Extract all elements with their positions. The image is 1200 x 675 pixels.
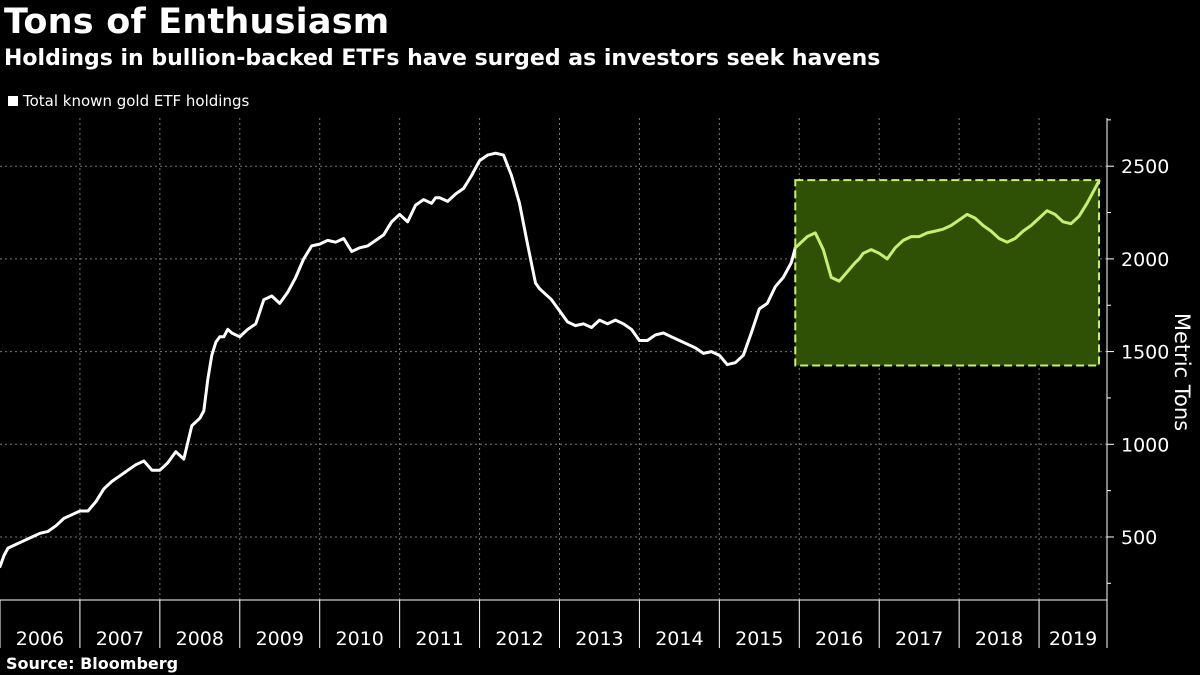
x-tick-label: 2011 — [415, 628, 463, 650]
chart-title: Tons of Enthusiasm — [4, 2, 390, 42]
highlight-region-group — [794, 179, 1101, 367]
series-group — [0, 151, 1101, 569]
x-tick-label: 2015 — [735, 628, 783, 650]
x-tick-label: 2016 — [815, 628, 863, 650]
y-tick-label: 500 — [1121, 527, 1157, 549]
x-tick-label: 2010 — [335, 628, 383, 650]
y-axis: 500 1000 1500 2000 2500 — [1106, 118, 1169, 600]
series-line-gold-etf-holdings — [0, 151, 797, 569]
x-tick-label: 2014 — [655, 628, 703, 650]
x-tick-label: 2012 — [495, 628, 543, 650]
x-axis: 2006 2007 2008 2009 2010 2011 2012 2013 2014 2015… — [0, 599, 1108, 650]
x-tick-label: 2008 — [176, 628, 224, 650]
series-line-gold-etf-holdings-highlighted — [793, 179, 1101, 283]
x-tick-label: 2007 — [96, 628, 144, 650]
y-tick-label: 1000 — [1121, 434, 1169, 456]
x-tick-label: 2013 — [575, 628, 623, 650]
chart-subtitle: Holdings in bullion-backed ETFs have sur… — [4, 46, 881, 71]
x-tick-label: 2006 — [16, 628, 64, 650]
y-tick-label: 1500 — [1121, 342, 1169, 364]
x-tick-label: 2009 — [256, 628, 304, 650]
y-tick-label: 2500 — [1121, 156, 1169, 178]
source-note: Source: Bloomberg — [6, 654, 179, 673]
y-tick-label: 2000 — [1121, 249, 1169, 271]
y-axis-label: Metric Tons — [1170, 313, 1194, 431]
highlight-region — [794, 179, 1101, 367]
x-tick-label: 2017 — [895, 628, 943, 650]
x-tick-label: 2018 — [975, 628, 1023, 650]
legend-label: Total known gold ETF holdings — [23, 92, 250, 110]
legend: Total known gold ETF holdings — [8, 92, 249, 110]
x-tick-label: 2019 — [1049, 628, 1097, 650]
legend-swatch — [8, 96, 18, 106]
